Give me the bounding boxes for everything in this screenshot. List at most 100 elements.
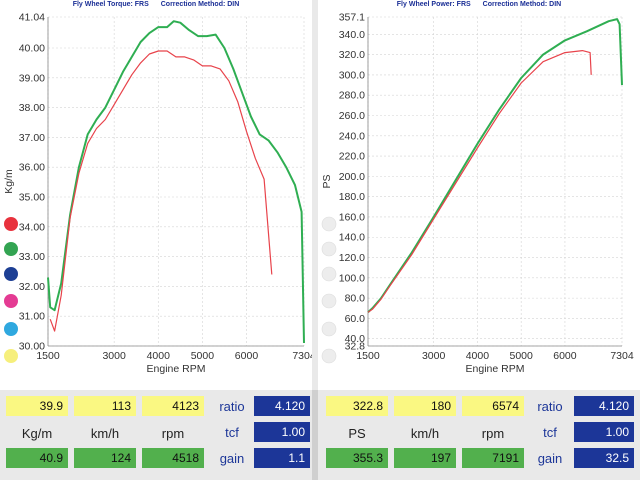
ratio-value-power: 4.120 xyxy=(574,396,634,416)
power-y-tick-label: 140.0 xyxy=(339,232,365,244)
torque-run-selector-6[interactable] xyxy=(4,349,18,363)
torque-correction-method: Correction Method: DIN xyxy=(160,1,240,8)
rpm-unit-label-power: rpm xyxy=(481,425,505,441)
power-x-tick-label: 5000 xyxy=(509,350,533,362)
current-rpm-value-power: 6574 xyxy=(462,396,524,416)
torque-chart-header: Fly Wheel Torque: FRS Correction Method:… xyxy=(0,1,312,8)
current-speed-value-power: 180 xyxy=(394,396,456,416)
power-x-tick-label: 6000 xyxy=(553,350,577,362)
ratio-label-power: ratio xyxy=(537,398,563,414)
torque-run-selector-2[interactable] xyxy=(4,242,18,256)
torque-x-tick-label: 4000 xyxy=(147,350,171,362)
gain-label-power: gain xyxy=(537,450,563,466)
tcf-label: tcf xyxy=(225,424,239,440)
gain-value-power: 32.5 xyxy=(574,448,634,468)
tcf-value: 1.00 xyxy=(254,422,310,442)
ratio-label: ratio xyxy=(219,398,245,414)
power-y-tick-label: 300.0 xyxy=(339,69,365,81)
tcf-value-power: 1.00 xyxy=(574,422,634,442)
power-x-tick-label: 4000 xyxy=(466,350,490,362)
gain-value: 1.1 xyxy=(254,448,310,468)
power-run-selector-1[interactable] xyxy=(321,216,337,232)
peak-power-value: 355.3 xyxy=(326,448,388,468)
speed-unit-label-power: km/h xyxy=(410,425,440,441)
torque-y-tick-label: 40.00 xyxy=(19,42,45,54)
peak-speed-value: 124 xyxy=(74,448,136,468)
torque-run-selector-3[interactable] xyxy=(4,267,18,281)
torque-unit-label: Kg/m xyxy=(21,425,53,441)
torque-run-selector-1[interactable] xyxy=(4,217,18,231)
power-run-selector-6[interactable] xyxy=(321,348,337,364)
power-run-selector-2[interactable] xyxy=(321,241,337,257)
power-correction-method: Correction Method: DIN xyxy=(482,1,562,8)
torque-chart: 30.00 31.00 32.00 33.00 34.00 35.00 36.00 37.00… xyxy=(3,12,312,376)
power-y-tick-label: 357.1 xyxy=(339,12,365,24)
power-unit-label: PS xyxy=(348,425,366,441)
power-series-line-green xyxy=(367,18,623,314)
power-x-tick-label: 3000 xyxy=(422,350,446,362)
torque-y-tick-label: 39.00 xyxy=(19,72,45,84)
torque-x-axis-label: Engine RPM xyxy=(147,363,206,375)
ratio-value: 4.120 xyxy=(254,396,310,416)
readout-bar: 39.9 113 4123 Kg/m km/h rpm 40.9 124 451… xyxy=(0,390,640,480)
current-power-value: 322.8 xyxy=(326,396,388,416)
power-x-tick-label: 7304 xyxy=(610,350,634,362)
power-y-tick-label: 40.0 xyxy=(345,333,366,345)
torque-y-tick-label: 38.00 xyxy=(19,102,45,114)
power-y-tick-label: 160.0 xyxy=(339,211,365,223)
power-y-tick-label: 32.8 xyxy=(345,341,366,353)
power-y-tick-label: 240.0 xyxy=(339,130,365,142)
speed-unit-label: km/h xyxy=(90,425,120,441)
power-y-tick-label: 280.0 xyxy=(339,90,365,102)
power-run-selector-5[interactable] xyxy=(321,321,337,337)
power-y-axis-label: PS xyxy=(321,174,333,188)
torque-x-tick-label: 6000 xyxy=(235,350,259,362)
readout-divider xyxy=(312,390,318,480)
torque-y-tick-label: 41.04 xyxy=(19,12,45,24)
power-y-tick-label: 320.0 xyxy=(339,49,365,61)
power-y-tick-label: 220.0 xyxy=(339,151,365,163)
torque-x-tick-label: 5000 xyxy=(191,350,215,362)
torque-y-tick-label: 34.00 xyxy=(19,221,45,233)
tcf-label-power: tcf xyxy=(543,424,557,440)
power-y-tick-label: 80.0 xyxy=(345,293,366,305)
current-speed-value: 113 xyxy=(74,396,136,416)
torque-y-tick-label: 31.00 xyxy=(19,311,45,323)
power-y-tick-label: 120.0 xyxy=(339,252,365,264)
power-x-axis-label: Engine RPM xyxy=(466,363,525,375)
torque-x-tick-label: 1500 xyxy=(36,350,60,362)
torque-y-tick-label: 36.00 xyxy=(19,162,45,174)
torque-y-tick-label: 35.00 xyxy=(19,191,45,203)
torque-x-tick-label: 7304 xyxy=(292,350,312,362)
torque-run-selector-4[interactable] xyxy=(4,294,18,308)
torque-series-line-red xyxy=(49,50,273,332)
power-y-tick-label: 260.0 xyxy=(339,110,365,122)
peak-rpm-value: 4518 xyxy=(142,448,204,468)
power-run-selector-3[interactable] xyxy=(321,266,337,282)
torque-series-line-green xyxy=(47,20,305,344)
peak-torque-value: 40.9 xyxy=(6,448,68,468)
power-y-tick-label: 60.0 xyxy=(345,313,366,325)
torque-y-tick-label: 37.00 xyxy=(19,132,45,144)
peak-rpm-value-power: 7191 xyxy=(462,448,524,468)
torque-run-selector-5[interactable] xyxy=(4,322,18,336)
torque-chart-panel: Fly Wheel Torque: FRS Correction Method:… xyxy=(0,0,312,390)
current-rpm-value: 4123 xyxy=(142,396,204,416)
rpm-unit-label: rpm xyxy=(161,425,185,441)
power-x-tick-label: 1500 xyxy=(356,350,380,362)
power-y-tick-label: 340.0 xyxy=(339,29,365,41)
power-run-selector-4[interactable] xyxy=(321,293,337,309)
power-chart-title: Fly Wheel Power: FRS xyxy=(396,1,471,8)
power-y-tick-label: 200.0 xyxy=(339,171,365,183)
peak-speed-value-power: 197 xyxy=(394,448,456,468)
torque-x-tick-label: 3000 xyxy=(102,350,126,362)
power-series-line-red xyxy=(367,49,592,313)
torque-y-tick-label: 33.00 xyxy=(19,251,45,263)
torque-chart-title: Fly Wheel Torque: FRS xyxy=(72,1,149,8)
torque-y-tick-label: 32.00 xyxy=(19,281,45,293)
power-chart: 32.840.0 60.0 80.0 100.0 120.0 140.0 160.0 180.… xyxy=(321,12,634,376)
gain-label: gain xyxy=(219,450,245,466)
torque-y-tick-label: 30.00 xyxy=(19,341,45,353)
current-torque-value: 39.9 xyxy=(6,396,68,416)
power-y-tick-label: 100.0 xyxy=(339,272,365,284)
